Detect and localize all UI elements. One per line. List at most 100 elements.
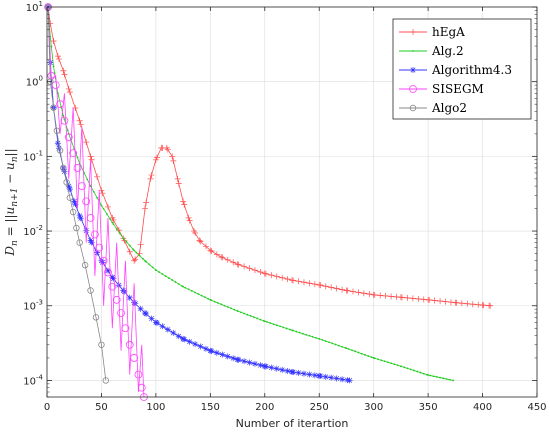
data-point	[102, 377, 109, 384]
data-point-dense	[272, 323, 275, 326]
data-point-dense	[121, 288, 128, 295]
data-point-dense	[76, 156, 79, 159]
ylabel-lhs-sub: n	[10, 240, 20, 246]
data-point-dense	[86, 178, 89, 181]
data-point-dense	[104, 203, 111, 210]
data-point-dense	[419, 371, 422, 374]
data-point-dense	[246, 313, 249, 316]
data-point-dense	[344, 377, 351, 384]
data-point	[452, 379, 455, 382]
data-point-dense	[109, 218, 112, 221]
data-point-dense	[181, 201, 188, 208]
data-point-dense	[230, 355, 237, 362]
data-point	[54, 53, 61, 60]
data-point-dense	[268, 272, 275, 279]
data-point	[76, 117, 83, 124]
data-point	[77, 182, 86, 190]
data-point	[100, 204, 103, 207]
data-point-dense	[235, 356, 242, 363]
x-axis-label: Number of iterartion	[236, 417, 349, 430]
data-point	[130, 354, 139, 362]
data-point-dense	[415, 295, 422, 302]
ylabel-minus: −	[3, 170, 17, 188]
data-point	[207, 347, 214, 354]
data-point-dense	[197, 293, 200, 295]
data-point-dense	[110, 216, 117, 223]
data-point-dense	[305, 333, 308, 336]
data-point-dense	[453, 299, 460, 306]
data-point	[91, 230, 99, 239]
data-point-dense	[341, 345, 343, 348]
data-point-dense	[317, 373, 324, 380]
data-point-dense	[422, 372, 425, 375]
data-point-dense	[132, 248, 134, 251]
data-point-dense	[171, 279, 174, 281]
data-point-dense	[230, 307, 232, 310]
series-algo2	[44, 3, 109, 384]
data-point-dense	[437, 298, 444, 305]
y-tick-group: 10-4 10-3 10-2 10-1 100 101	[23, 0, 537, 398]
data-point-dense	[66, 129, 69, 132]
data-point-dense	[279, 274, 286, 281]
data-point-dense	[290, 277, 297, 284]
data-point	[56, 100, 64, 109]
data-point-dense	[213, 251, 220, 258]
legend-label-0: hEgA	[432, 25, 465, 39]
data-point-dense	[355, 289, 362, 296]
data-point-dense	[77, 121, 84, 128]
data-point-dense	[115, 227, 118, 230]
data-point-dense	[317, 282, 324, 289]
legend-label-1: Alg.2	[431, 44, 464, 58]
data-point	[60, 164, 67, 172]
ylabel-lhs: D	[3, 246, 17, 257]
data-point-dense	[213, 300, 216, 303]
data-point-dense	[256, 317, 259, 320]
data-point	[234, 261, 241, 268]
data-point-dense	[61, 71, 68, 78]
data-point-dense	[373, 357, 376, 360]
data-point	[92, 314, 100, 321]
data-point-dense	[413, 369, 415, 372]
y-tick-label-4: 100	[26, 75, 43, 89]
data-point	[50, 104, 57, 111]
x-tick-label-7: 350	[419, 402, 438, 413]
data-point-dense	[409, 295, 416, 302]
data-point-dense	[217, 302, 219, 304]
x-tick-label-0: 0	[44, 402, 50, 413]
data-point	[131, 257, 138, 264]
ylabel-mid: = ||	[3, 214, 17, 240]
data-point	[62, 114, 65, 117]
data-point-dense	[219, 351, 226, 358]
legend: hEgA Alg.2 Algorithm4.3 SISEGM Algo2	[392, 18, 532, 120]
data-point-dense	[66, 186, 73, 193]
data-point	[87, 237, 94, 244]
data-point	[142, 205, 148, 212]
data-point-dense	[148, 263, 151, 266]
data-point	[82, 197, 91, 206]
data-point-dense	[143, 199, 150, 206]
data-point-dense	[126, 248, 133, 255]
data-point-dense	[279, 325, 281, 328]
data-point-dense	[269, 322, 272, 324]
data-point	[180, 335, 187, 342]
data-point-dense	[99, 190, 106, 197]
data-point	[87, 153, 94, 160]
data-point-dense	[282, 326, 285, 329]
data-point-dense	[208, 248, 215, 255]
data-point-dense	[174, 281, 177, 283]
data-point-dense	[66, 89, 73, 96]
ylabel-u1-sub: n+1	[10, 188, 20, 207]
data-point	[60, 116, 69, 125]
data-point	[180, 198, 187, 205]
data-point	[52, 65, 55, 68]
data-point-dense	[480, 302, 487, 309]
data-point-dense	[350, 349, 353, 352]
data-point-dense	[344, 346, 347, 349]
data-point-dense	[190, 289, 193, 292]
data-point-dense	[404, 294, 411, 301]
data-point-dense	[354, 350, 357, 353]
data-point-dense	[220, 303, 223, 306]
data-point-dense	[295, 369, 302, 376]
data-point-dense	[161, 273, 164, 275]
data-point-dense	[447, 299, 454, 306]
